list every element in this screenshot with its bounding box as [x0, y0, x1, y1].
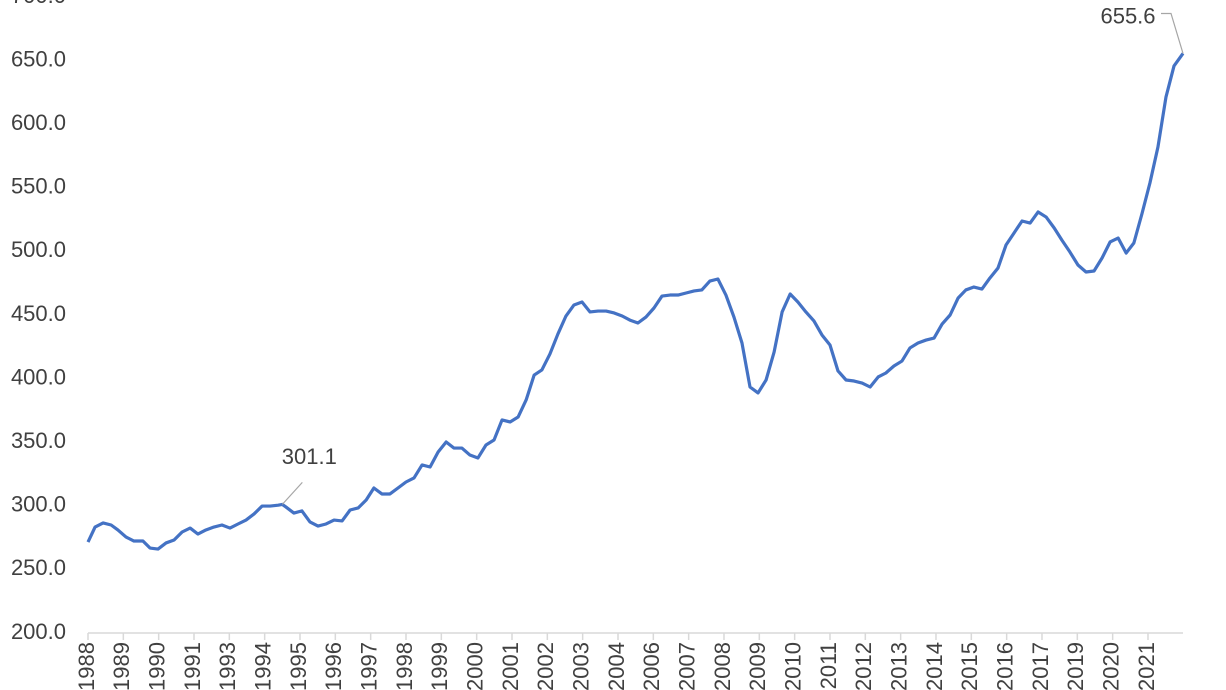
x-tick-label: 2020 — [1098, 642, 1123, 690]
x-tick-label: 2003 — [568, 642, 593, 690]
x-tick-label: 2000 — [462, 642, 487, 690]
x-tick-label: 1989 — [109, 642, 134, 690]
y-tick-label: 700.0 — [11, 0, 66, 8]
x-tick-label: 1997 — [356, 642, 381, 690]
x-tick-label: 1998 — [392, 642, 417, 690]
data-label: 301.1 — [282, 444, 337, 469]
x-tick-label: 2014 — [922, 642, 947, 690]
x-tick-label: 2010 — [780, 642, 805, 690]
x-tick-label: 2006 — [639, 642, 664, 690]
y-tick-label: 250.0 — [11, 555, 66, 580]
x-tick-label: 1996 — [321, 642, 346, 690]
x-tick-label: 2021 — [1134, 642, 1159, 690]
x-tick-label: 1993 — [215, 642, 240, 690]
x-tick-label: 2008 — [710, 642, 735, 690]
x-tick-label: 2002 — [533, 642, 558, 690]
y-tick-label: 450.0 — [11, 301, 66, 326]
x-tick-label: 1995 — [286, 642, 311, 690]
x-tick-label: 2001 — [498, 642, 523, 690]
x-tick-label: 2017 — [1028, 642, 1053, 690]
y-tick-label: 400.0 — [11, 364, 66, 389]
y-tick-label: 300.0 — [11, 492, 66, 517]
x-tick-label: 2019 — [1063, 642, 1088, 690]
leader-line — [1161, 12, 1184, 54]
y-tick-label: 500.0 — [11, 237, 66, 262]
x-tick-label: 1990 — [144, 642, 169, 690]
x-tick-label: 1999 — [427, 642, 452, 690]
series-line — [86, 52, 1185, 551]
y-tick-label: 200.0 — [11, 619, 66, 644]
x-tick-label: 2007 — [674, 642, 699, 690]
x-tick-label: 1988 — [74, 642, 99, 690]
x-tick-label: 1991 — [180, 642, 205, 690]
x-tick-label: 2009 — [745, 642, 770, 690]
y-tick-label: 650.0 — [11, 46, 66, 71]
x-tick-label: 2015 — [957, 642, 982, 690]
data-label: 655.6 — [1100, 3, 1155, 28]
x-tick-label: 2011 — [816, 642, 841, 689]
y-tick-label: 350.0 — [11, 428, 66, 453]
x-tick-label: 2013 — [886, 642, 911, 690]
x-tick-label: 2004 — [604, 642, 629, 690]
x-tick-label: 1994 — [250, 642, 275, 690]
x-tick-label: 2012 — [851, 642, 876, 690]
y-tick-label: 600.0 — [11, 110, 66, 135]
y-tick-label: 550.0 — [11, 174, 66, 199]
leader-line — [281, 481, 303, 505]
x-tick-label: 2016 — [992, 642, 1017, 690]
